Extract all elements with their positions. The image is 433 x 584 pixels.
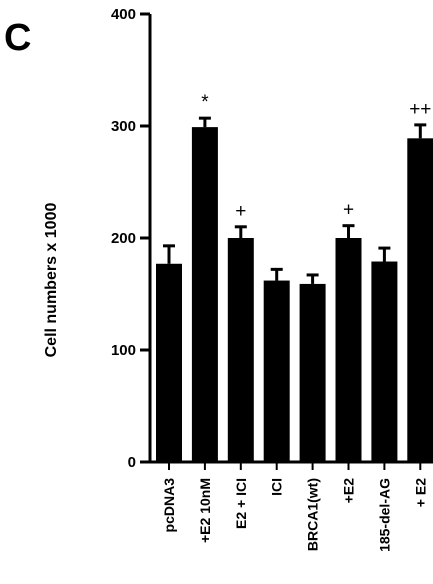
bar-6 — [371, 261, 398, 462]
bar-2 — [227, 238, 254, 462]
category-label-5: +E2 — [341, 478, 357, 504]
y-tick-label-100: 100 — [111, 342, 136, 359]
bar-5 — [335, 238, 362, 462]
category-label-0: pcDNA3 — [161, 478, 177, 533]
bar-1 — [191, 127, 218, 463]
annotation-2: + — [235, 201, 246, 222]
y-tick-label-300: 300 — [111, 118, 136, 135]
panel-letter: C — [4, 17, 31, 59]
y-tick-label-200: 200 — [111, 230, 136, 247]
bar-3 — [263, 280, 290, 462]
annotation-7: ++ — [409, 99, 431, 120]
category-label-3: ICI — [269, 478, 285, 496]
bar-7 — [407, 138, 433, 462]
category-label-2: E2 + ICI — [233, 478, 249, 529]
y-tick-label-0: 0 — [128, 454, 136, 471]
y-tick-label-400: 400 — [111, 6, 136, 23]
annotation-5: + — [343, 200, 354, 221]
category-label-1: +E2 10nM — [197, 478, 213, 543]
category-label-6: 185-del-AG — [376, 478, 392, 552]
y-axis-label: Cell numbers x 1000 — [43, 203, 60, 358]
annotation-1: * — [201, 92, 209, 113]
category-label-7: + E2 — [412, 478, 428, 507]
plot-area: 0 100 200 300 400 pcDNA3 * +E2 10nM + E2 + ICI ICI… — [111, 6, 433, 552]
bar-4 — [299, 283, 326, 462]
bar-0 — [156, 263, 182, 462]
category-label-4: BRCA1(wt) — [305, 478, 321, 551]
